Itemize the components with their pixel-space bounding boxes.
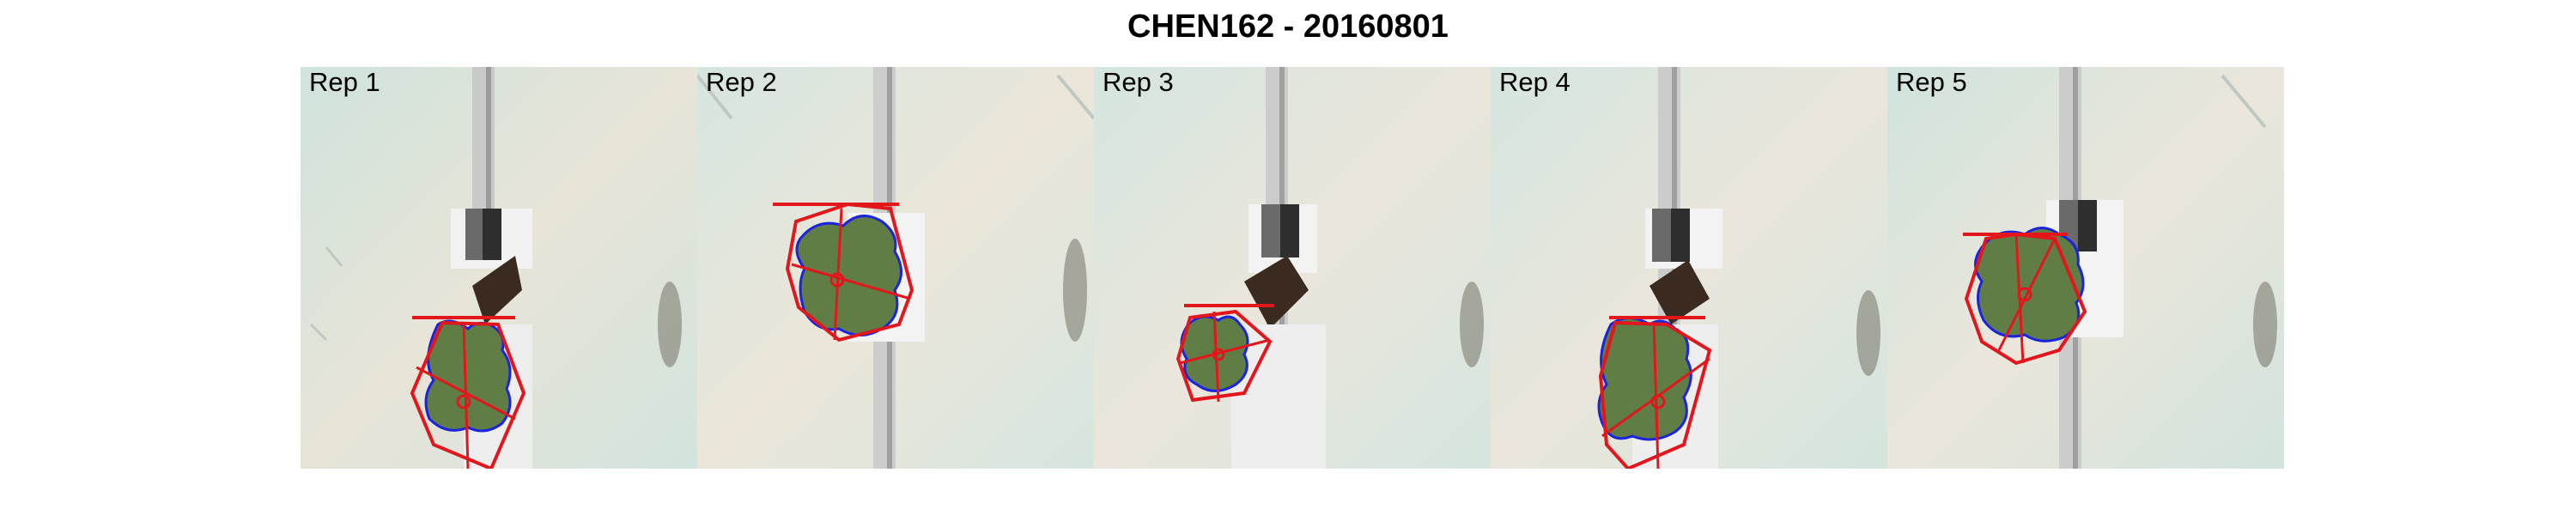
rep-label-4: Rep 4 (1499, 67, 1571, 97)
figure-title: CHEN162 - 20160801 (1127, 9, 1449, 45)
rep-panel-4: Rep 4 (1491, 67, 1887, 469)
rep-panel-5: Rep 5 (1887, 67, 2284, 469)
rep-panel-2: Rep 2 (697, 67, 1094, 469)
rep-panel-1: Rep 1 (301, 67, 697, 469)
plant-photo-2 (697, 67, 1094, 469)
rep-label-2: Rep 2 (706, 67, 777, 97)
rep-label-3: Rep 3 (1103, 67, 1174, 97)
rep-label-1: Rep 1 (309, 67, 380, 97)
plant-photo-1 (301, 67, 697, 469)
plant-photo-4 (1491, 67, 1887, 469)
rep-label-5: Rep 5 (1896, 67, 1967, 97)
plant-photo-5 (1887, 67, 2284, 469)
plant-photo-3 (1094, 67, 1491, 469)
image-strip: Rep 1 (301, 67, 2284, 469)
rep-panel-3: Rep 3 (1094, 67, 1491, 469)
